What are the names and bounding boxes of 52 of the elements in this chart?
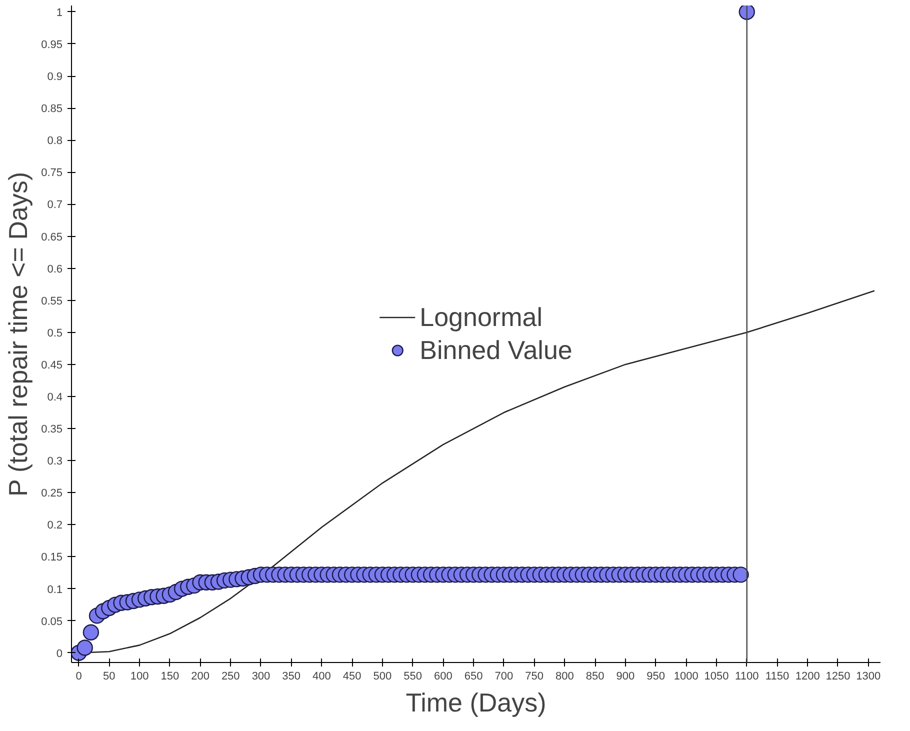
y-tick-label: 0.05	[41, 616, 63, 628]
x-tick-label: 200	[191, 670, 210, 682]
x-tick-label: 350	[282, 670, 301, 682]
y-tick-label: 0.3	[47, 456, 63, 468]
y-tick-label: 0.8	[47, 135, 63, 148]
y-tick-label: 0.6	[47, 263, 63, 276]
x-tick-label: 800	[556, 670, 574, 682]
y-tick-label: 0.7	[47, 199, 63, 212]
x-axis-title: Time (Days)	[406, 688, 546, 718]
x-tick-label: 900	[616, 670, 635, 682]
x-tick-label: 550	[404, 670, 422, 682]
x-tick-label: 100	[130, 670, 149, 682]
x-tick-label: 1100	[735, 670, 759, 682]
x-tick-label: 650	[464, 670, 483, 682]
x-tick-label: 1150	[765, 670, 790, 682]
x-tick-label: 450	[342, 670, 362, 682]
y-tick-label: 0.5	[47, 327, 63, 340]
x-tick-label: 850	[586, 670, 604, 682]
x-tick-label: 1000	[674, 670, 698, 682]
y-tick-label: 0.1	[47, 584, 63, 596]
x-tick-label: 600	[434, 670, 452, 682]
x-tick-label: 400	[312, 670, 331, 682]
x-tick-label: 700	[494, 670, 514, 682]
y-tick-label: 0.25	[41, 488, 63, 500]
x-tick-label: 150	[160, 670, 180, 682]
x-tick-label: 1200	[795, 670, 820, 682]
y-tick-label: 0.35	[41, 424, 63, 436]
y-tick-label: 0.45	[41, 359, 63, 372]
y-tick-label: 0.15	[41, 552, 63, 564]
x-tick-label: 50	[103, 670, 116, 682]
y-tick-label: 0.95	[41, 38, 63, 51]
y-tick-label: 1	[56, 6, 63, 19]
x-tick-label: 750	[525, 670, 544, 682]
legend-label: Lognormal	[420, 302, 542, 332]
y-axis-title: P (total repair time <= Days)	[3, 172, 34, 497]
y-tick-label: 0.85	[41, 103, 63, 116]
x-tick-label: 250	[221, 670, 240, 682]
y-tick-label: 0.4	[47, 391, 63, 404]
y-tick-label: 0	[56, 648, 63, 660]
x-tick-label: 0	[76, 670, 82, 682]
y-tick-label: 0.9	[47, 71, 63, 84]
x-tick-label: 500	[373, 670, 392, 682]
y-tick-label: 0.2	[47, 520, 63, 532]
y-tick-label: 0.65	[41, 231, 63, 244]
y-tick-label: 0.75	[41, 167, 63, 180]
y-tick-label: 0.55	[41, 295, 63, 308]
x-tick-label: 1250	[826, 670, 850, 682]
x-tick-label: 300	[252, 670, 270, 682]
legend-label: Binned Value	[420, 334, 572, 366]
x-tick-label: 1300	[856, 670, 881, 682]
x-tick-label: 1050	[704, 670, 729, 682]
x-tick-label: 950	[646, 670, 665, 682]
